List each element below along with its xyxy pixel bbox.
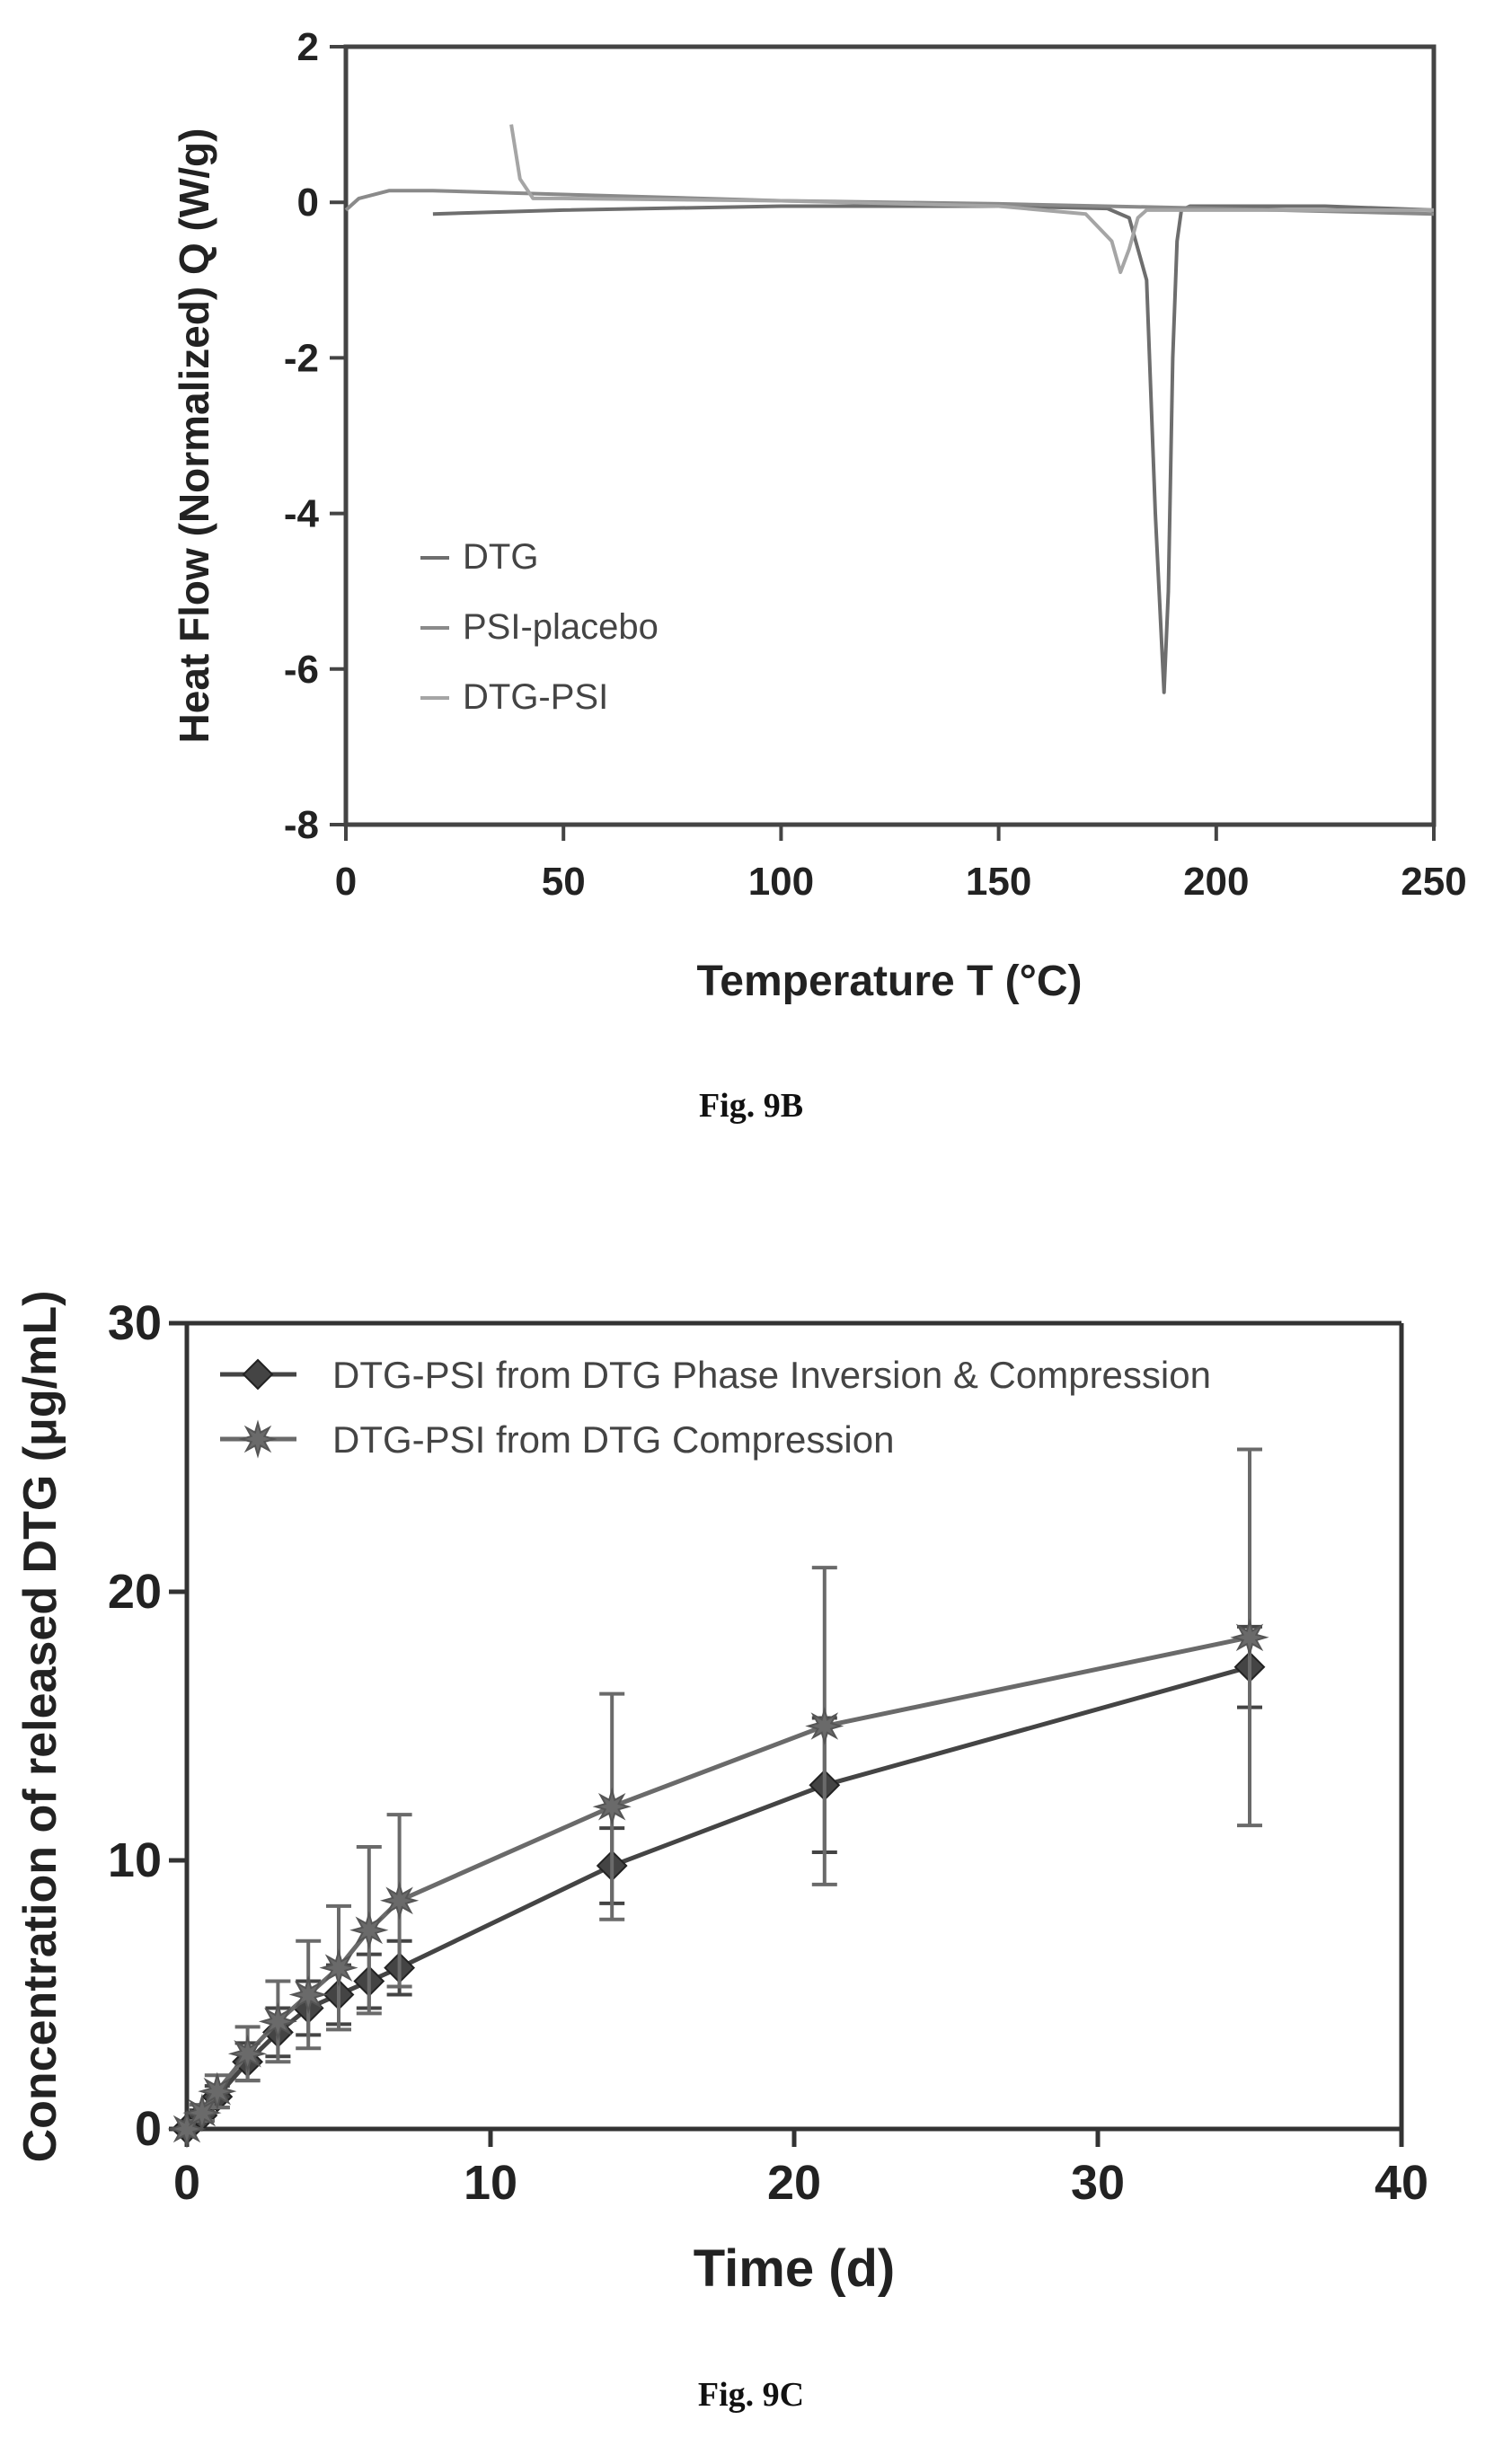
x-axis-label-9b: Temperature T (°C) <box>696 958 1082 1005</box>
series-line-dtg-psi <box>509 124 1434 275</box>
y-tick-label: -6 <box>284 648 319 692</box>
data-point-marker <box>592 1787 632 1826</box>
ticks-9b: 0 50 100 150 200 250 2 0 -2 -4 -6 -8 <box>284 25 1467 904</box>
x-tick-label: 50 <box>542 860 586 904</box>
y-tick-label: 0 <box>297 181 319 225</box>
chart-9c: 0 10 20 30 40 30 20 10 0 Concentration of releas… <box>14 1291 1428 2414</box>
series-group-9b <box>344 124 1435 694</box>
legend-label: DTG-PSI from DTG Phase Inversion & Compr… <box>332 1354 1211 1396</box>
x-tick-label: 100 <box>748 860 814 904</box>
legend-label: DTG <box>463 537 538 577</box>
y-axis-label-9b: Heat Flow (Normalized) Q (W/g) <box>171 128 217 744</box>
legend-label: DTG-PSI <box>463 677 608 717</box>
figure-caption-9c: Fig. 9C <box>698 2376 804 2414</box>
x-tick-label: 30 <box>1071 2156 1125 2210</box>
plot-area-9b <box>343 44 1437 827</box>
x-tick-label: 0 <box>173 2156 200 2210</box>
legend-swatch-marker <box>242 1358 274 1391</box>
x-tick-label: 10 <box>464 2156 517 2210</box>
x-tick-label: 40 <box>1375 2156 1428 2210</box>
y-tick-label: -8 <box>284 803 319 847</box>
x-axis-label-9c: Time (d) <box>694 2239 896 2298</box>
y-tick-label: -2 <box>284 336 319 380</box>
data-point-marker <box>288 1974 328 2015</box>
series-line-psi-placebo <box>344 189 1435 216</box>
x-tick-label: 250 <box>1401 860 1466 904</box>
series-compression <box>167 1447 1269 2149</box>
legend-9c: DTG-PSI from DTG Phase Inversion & Compr… <box>220 1354 1211 1461</box>
ticks-9c: 0 10 20 30 40 30 20 10 0 <box>108 1296 1428 2210</box>
data-point-marker <box>319 1948 358 1988</box>
series-group-9c <box>167 1447 1269 2149</box>
data-point-marker <box>227 2034 268 2073</box>
data-point-marker <box>805 1706 844 1746</box>
y-axis-label-9c: Concentration of released DTG (μg/mL) <box>14 1291 66 2163</box>
y-tick-label: 0 <box>135 2102 162 2156</box>
legend-swatch-marker <box>238 1419 278 1459</box>
y-tick-label: 30 <box>108 1296 162 1350</box>
data-point-marker <box>379 1881 420 1921</box>
data-point-marker <box>349 1911 389 1950</box>
data-point-marker <box>198 2071 237 2111</box>
x-tick-label: 0 <box>335 860 357 904</box>
data-point-marker <box>258 2001 297 2041</box>
series-phase-inversion-compression <box>171 1624 1266 2145</box>
chart-9b: 0 50 100 150 200 250 2 0 -2 -4 -6 -8 Heat Flow (Nor… <box>171 25 1467 1125</box>
y-tick-label: 20 <box>108 1565 162 1619</box>
y-tick-label: 2 <box>297 25 319 69</box>
x-tick-label: 150 <box>966 860 1031 904</box>
legend-label: DTG-PSI from DTG Compression <box>332 1418 894 1461</box>
y-tick-label: -4 <box>284 492 320 536</box>
legend-9b: DTG PSI-placebo DTG-PSI <box>420 537 659 717</box>
x-tick-label: 20 <box>767 2156 821 2210</box>
y-tick-label: 10 <box>108 1833 162 1887</box>
series-line <box>185 1665 1251 2131</box>
data-point-marker <box>1230 1618 1269 1657</box>
data-point-marker <box>182 2093 222 2133</box>
x-tick-label: 200 <box>1183 860 1249 904</box>
figure-caption-9b: Fig. 9B <box>699 1087 803 1125</box>
legend-label: PSI-placebo <box>463 607 659 647</box>
